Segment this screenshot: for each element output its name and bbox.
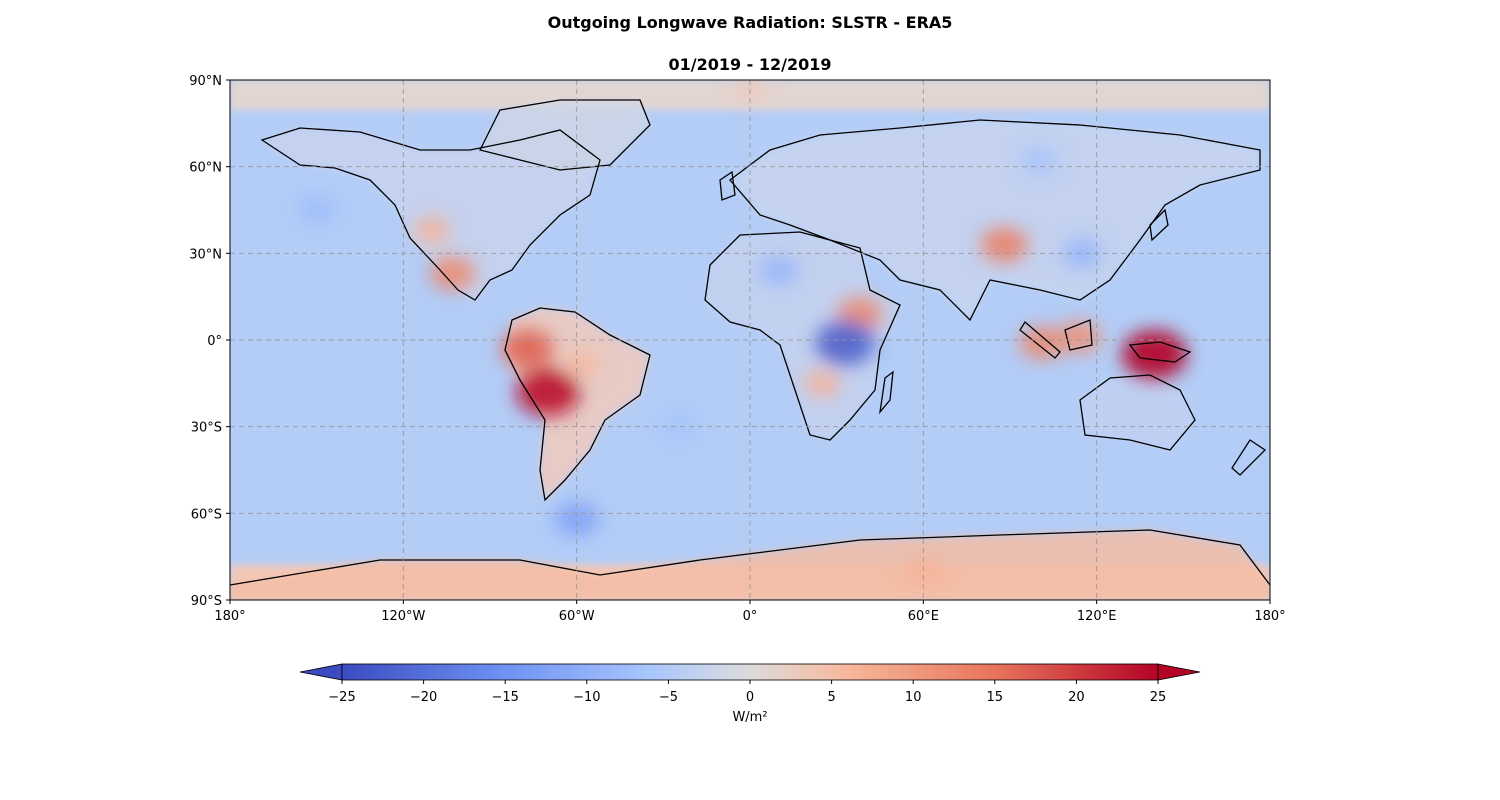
y-tick-label: 30°S — [191, 421, 222, 436]
colorbar-tick-label: 5 — [827, 690, 835, 705]
x-tick-label: 120°W — [381, 609, 425, 624]
x-tick-labels: 180° 120°W 60°W 0° 60°E 120°E 180° — [214, 600, 1286, 624]
colorbar-tick-label: −5 — [659, 690, 678, 705]
y-tick-labels: 90°N 60°N 30°N 0° 30°S 60°S 90°S — [189, 74, 230, 609]
coast-antarctica — [230, 529, 1270, 586]
anomaly-andes — [516, 368, 580, 416]
coast-madagascar — [879, 370, 894, 415]
coast-new-zealand — [1231, 439, 1267, 476]
colorbar-tick-label: −20 — [410, 690, 437, 705]
anomaly-new-guinea — [1121, 329, 1187, 379]
greenland-land — [480, 100, 650, 170]
y-tick-label: 0° — [207, 334, 222, 349]
antarctica-land — [230, 530, 1270, 600]
anomaly-southern-ocean — [554, 502, 600, 536]
anomaly-north-china — [1062, 238, 1103, 269]
y-tick-label: 90°N — [189, 74, 222, 89]
x-tick-label: 60°W — [559, 609, 595, 624]
colorbar-ticks: −25 −20 −15 −10 −5 0 5 10 15 20 25 — [328, 680, 1166, 705]
anomaly-sahara — [758, 255, 799, 286]
y-tick-label: 60°S — [191, 507, 222, 522]
colorbar-label: W/m² — [732, 710, 767, 725]
colorbar-tick-label: 25 — [1150, 690, 1167, 705]
x-tick-label: 0° — [743, 609, 758, 624]
africa-land — [705, 232, 900, 440]
anomaly-mexico — [429, 256, 476, 291]
anomaly-antarctica — [905, 557, 942, 585]
coast-north-america — [260, 127, 601, 301]
coast-japan — [1149, 208, 1169, 242]
anomaly-north-pacific — [297, 196, 336, 224]
colorbar-extend-max — [1157, 663, 1201, 681]
x-tick-label: 180° — [214, 609, 245, 624]
north-america-land — [262, 128, 600, 300]
colorbar-tick-label: −25 — [328, 690, 355, 705]
coast-new-guinea — [1128, 341, 1192, 363]
colorbar-tick-label: 10 — [905, 690, 922, 705]
coast-south-america — [504, 307, 651, 502]
anomaly-andes-north — [501, 329, 554, 369]
y-tick-label: 90°S — [191, 594, 222, 609]
y-tick-label: 30°N — [189, 247, 222, 262]
coast-uk — [719, 170, 736, 201]
colorbar-body — [341, 663, 1159, 681]
coast-australia — [1079, 374, 1196, 451]
colorbar-tick-label: −10 — [573, 690, 600, 705]
x-tick-label: 60°E — [908, 609, 939, 624]
land-anomaly-fill — [230, 100, 1270, 600]
coast-greenland — [479, 99, 651, 171]
anomaly-rockies — [414, 216, 451, 244]
anomaly-lake-victoria — [815, 320, 876, 366]
anomaly-siberia — [1020, 147, 1057, 175]
colorbar: −25 −20 −15 −10 −5 0 5 10 15 20 25 W/m² — [299, 663, 1201, 725]
chart-title: Outgoing Longwave Radiation: SLSTR - ERA… — [547, 13, 953, 32]
y-tick-label: 60°N — [189, 161, 222, 176]
anomaly-south-atlantic — [659, 413, 696, 440]
colorbar-tick-label: 0 — [746, 690, 754, 705]
eurasia-land — [730, 120, 1260, 320]
anomaly-sumatra — [1019, 326, 1065, 360]
anomaly-amazon — [565, 350, 600, 376]
coast-sumatra — [1019, 321, 1061, 359]
colorbar-tick-label: −15 — [491, 690, 518, 705]
anomaly-southern-africa — [804, 370, 841, 397]
anomaly-tibet — [980, 227, 1028, 263]
colorbar-tick-label: 15 — [987, 690, 1004, 705]
x-tick-label: 180° — [1254, 609, 1285, 624]
colorbar-tick-label: 20 — [1068, 690, 1085, 705]
chart-subtitle: 01/2019 - 12/2019 — [668, 55, 832, 74]
anomaly-layer — [297, 80, 1187, 585]
coast-borneo — [1064, 319, 1093, 351]
colorbar-extend-min — [299, 663, 343, 681]
gridlines — [230, 80, 1270, 600]
australia-land — [1080, 375, 1195, 450]
map-panel — [230, 80, 1270, 600]
x-tick-label: 120°E — [1077, 609, 1117, 624]
coast-eurasia — [729, 119, 1261, 322]
